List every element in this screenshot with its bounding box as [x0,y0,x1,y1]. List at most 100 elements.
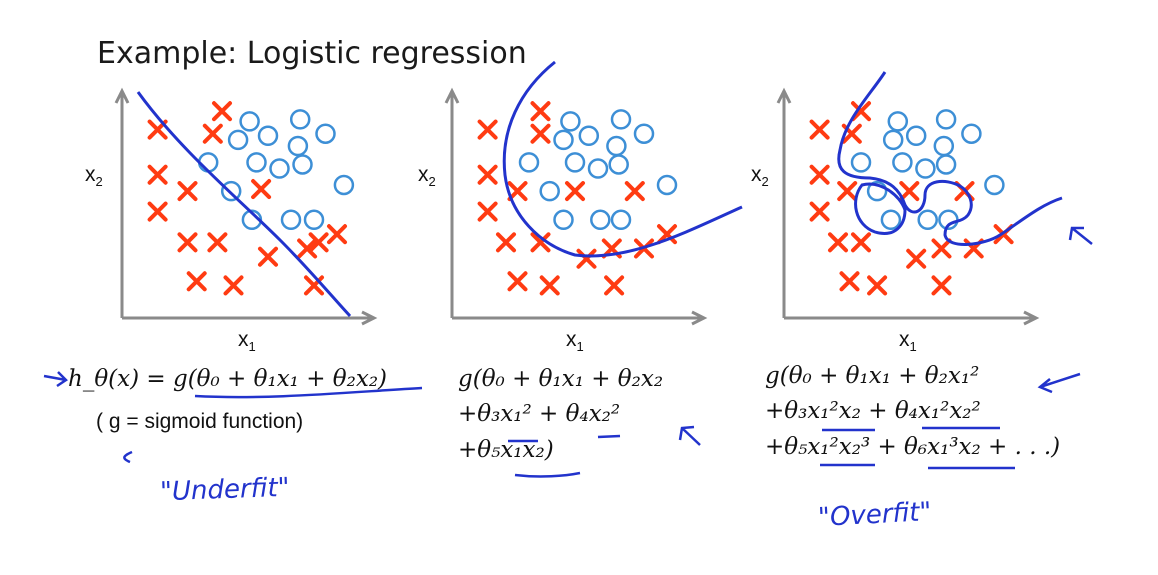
plot2-o-marker [578,125,600,146]
plot3-o-marker [917,209,938,231]
plot1-x-marker [186,271,207,292]
plot2-o-marker [608,154,629,175]
plot3-x-marker [906,248,927,269]
plot2-x-marker [539,275,560,296]
plot3-o-marker [880,209,902,231]
plot2-o-marker [587,158,609,179]
plot1-xlabel: x1 [238,328,256,355]
plot3-boundary-curve [837,71,1063,246]
plot1-x-marker [177,232,198,253]
underfit-annotation: "Underfit" [159,472,291,508]
plot1-x-marker [308,232,329,253]
plot2-o-marker [656,174,678,196]
plot1-x-arrow [361,310,378,326]
plot3-x-marker [839,271,860,292]
plot2-x-marker [496,232,516,253]
plot1-o-marker [246,152,267,173]
plot3-x-marker [867,275,888,296]
plot1-o-marker [239,111,260,132]
plot3-x-marker [809,201,830,222]
plot3-x-marker [899,181,920,202]
sigmoid-note: ( g = sigmoid function) [96,410,304,433]
plot3-xlabel: x1 [899,328,917,355]
plot2-boundary-curve [502,60,743,258]
plot3-o-marker [961,123,982,144]
plot1-x-marker [147,201,168,222]
plot2-o-marker [553,129,574,151]
plot2-x-marker [565,181,585,202]
plot1-x-marker [223,275,244,296]
plot3-x-marker [809,164,830,185]
plot3-o-marker [866,180,888,202]
plot3-o-marker [984,174,1005,196]
plot3-x-marker [851,232,871,253]
plot2-x-marker [477,119,498,140]
plot1-x-marker [251,179,272,200]
eq3-arrow-icon [1037,372,1081,394]
plot2-o-marker [633,123,655,144]
plot1-x-marker [297,238,318,259]
plot3-o-marker [850,152,872,173]
plot3-x-marker [931,238,952,259]
eq1-underline [194,386,423,399]
plot1-x-marker [202,123,223,144]
plot1-o-marker [289,109,311,130]
plot1-o-marker [197,152,219,173]
plot3-y-arrow [776,87,792,104]
quadratic-eq-line3: +θ₅x₁x₂) [458,437,554,463]
plot3-x-marker [931,275,952,296]
eq1-arrow-icon [43,371,68,388]
highorder-eq-line2: +θ₃x₁²x₂ + θ₄x₁²x₂² [765,398,981,424]
plot3-o-marker [935,154,957,175]
plot2-xlabel: x1 [566,328,584,355]
plot3-boundary-loop [854,182,907,235]
plot2-x-marker [604,275,625,296]
plot3-arrow-icon [1068,226,1093,245]
plot1-x-marker [207,232,228,253]
highorder-eq-line3: +θ₅x₁²x₂³ + θ₆x₁³x₂ + . . .) [765,434,1061,460]
quadratic-eq-line1: g(θ₀ + θ₁x₁ + θ₂x₂ [458,366,664,392]
plot1-o-marker [287,135,309,157]
plot2-x-marker [507,181,528,202]
plot3-o-marker [882,129,904,151]
overfit-annotation: "Overfit" [817,497,933,533]
plot3-o-marker [905,125,927,146]
hypothesis-equation: h_θ(x) = g(θ₀ + θ₁x₁ + θ₂x₂) [68,366,388,392]
plot2-ylabel: x2 [418,163,436,190]
plot1-o-marker [315,123,336,144]
sigmoid-arrow-icon [123,450,133,464]
plot2-x-marker [477,164,498,185]
plot1-x-marker [177,181,198,202]
plot2-x-marker [507,271,528,292]
plot1-y-arrow [114,87,130,104]
plot2-x-marker [657,224,677,245]
plot2-x-marker [624,181,645,202]
plot2-o-marker [539,180,560,202]
plot3-x-marker [828,232,848,253]
plot2-o-marker [606,135,627,157]
plot3-x-marker [851,101,871,122]
plot2-o-marker [553,209,574,231]
quadratic-eq-line2: +θ₃x₁² + θ₄x₂² [458,401,621,427]
plot3-x-marker [837,181,858,202]
highorder-eq-line1: g(θ₀ + θ₁x₁ + θ₂x₁² [765,363,980,389]
eq2-arrow-icon [678,425,701,446]
plot2-o-marker [518,152,540,173]
plot1-o-marker [257,125,279,146]
plot2-o-marker [610,109,632,130]
eq3-underline-1 [822,426,1000,432]
plot1-x-marker [304,275,324,296]
plot3-o-marker [892,152,913,173]
plot1-o-marker [220,180,242,202]
plot1-o-marker [227,129,249,151]
plot1-o-marker [292,154,313,175]
plot2-x-arrow [691,310,708,326]
plot2-o-marker [590,209,611,231]
plot2-x-marker [530,123,551,144]
plot2-x-marker [477,201,498,222]
plot1-o-marker [269,158,290,179]
plot2-o-marker [560,111,581,132]
plot3-ylabel: x2 [751,163,769,190]
